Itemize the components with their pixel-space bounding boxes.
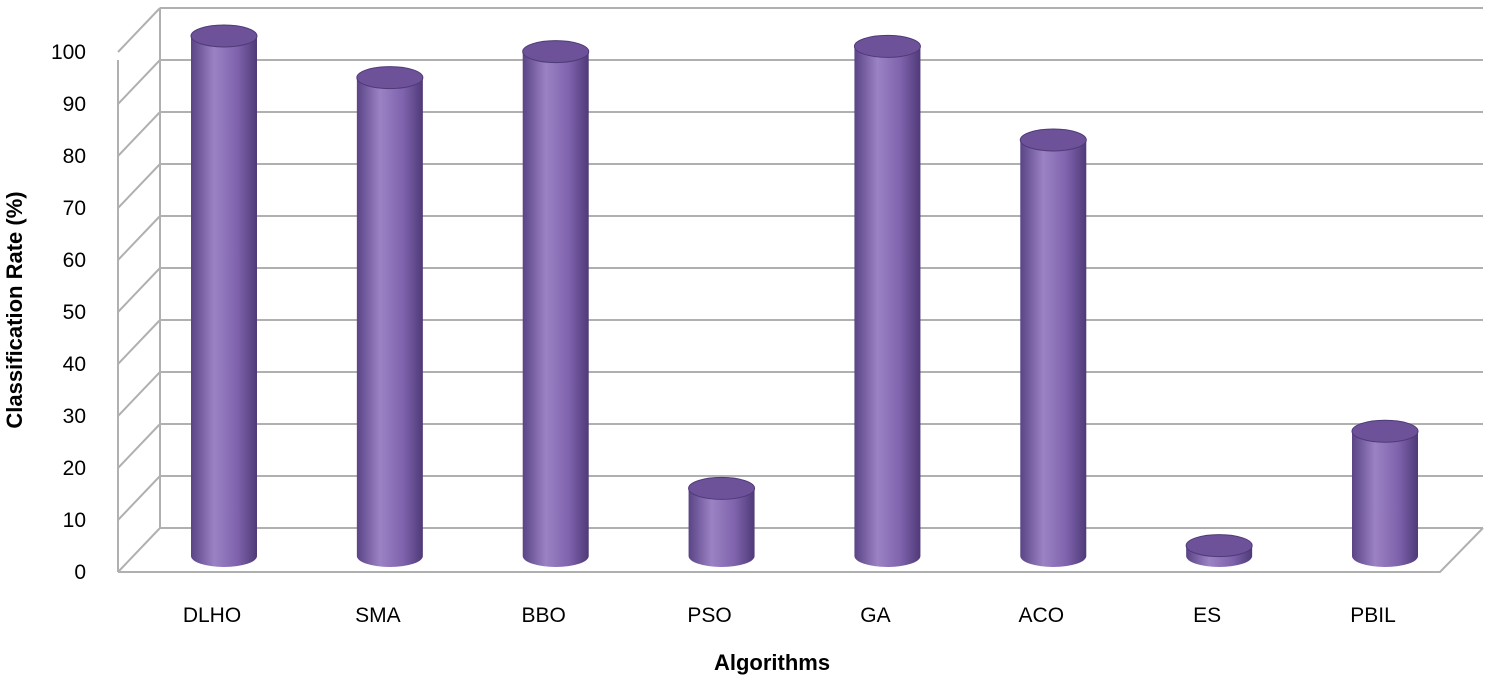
y-tick-label: 40	[63, 353, 86, 376]
x-tick-label: PBIL	[1350, 604, 1396, 627]
gridlines	[117, 7, 1484, 573]
bar-es	[1185, 534, 1253, 567]
floor-edge	[118, 527, 1484, 573]
x-tick-label: SMA	[355, 604, 401, 627]
y-tick-label: 0	[74, 561, 86, 584]
y-tick-label: 50	[63, 301, 86, 324]
gridline-depth	[117, 59, 161, 105]
x-tick-label: ES	[1193, 604, 1221, 627]
y-tick-label: 30	[63, 405, 86, 428]
bar-top	[1185, 534, 1253, 558]
gridline-depth	[117, 215, 161, 261]
bar-aco	[1019, 128, 1087, 567]
bars	[190, 24, 1419, 568]
bar-sma	[356, 66, 424, 567]
x-tick-label: PSO	[687, 604, 731, 627]
bar-top	[853, 34, 921, 58]
y-axis-ticks: 0 10 20 30 40 50 60 70 80 90 100	[51, 41, 86, 584]
x-tick-label: DLHO	[183, 604, 241, 627]
bar-body	[522, 51, 589, 568]
y-tick-label: 20	[63, 457, 86, 480]
bar-bbo	[522, 40, 590, 568]
bar-top	[190, 24, 258, 48]
bar-body	[688, 488, 755, 567]
bar-body	[854, 46, 921, 567]
y-tick-label: 80	[63, 145, 86, 168]
x-tick-label: BBO	[522, 604, 566, 627]
bar-top	[1351, 419, 1419, 443]
bar-pso	[688, 476, 756, 567]
bar-body	[1020, 140, 1087, 567]
gridline-depth	[117, 475, 161, 521]
bar-pbil	[1351, 419, 1419, 567]
bar-body	[356, 77, 423, 567]
y-axis-title: Classification Rate (%)	[2, 191, 27, 428]
gridline-depth	[117, 111, 161, 157]
y-tick-label: 10	[63, 509, 86, 532]
y-tick-label: 70	[63, 197, 86, 220]
gridline-depth	[117, 527, 161, 573]
gridline-depth	[117, 319, 161, 365]
x-tick-label: ACO	[1019, 604, 1065, 627]
y-tick-label: 60	[63, 249, 86, 272]
bar-dlho	[190, 24, 258, 567]
bar-top	[688, 476, 756, 500]
x-axis-categories: DLHO SMA BBO PSO GA ACO ES PBIL	[183, 604, 1396, 627]
gridline-depth	[117, 7, 161, 53]
bar-top	[1019, 128, 1087, 152]
gridline-depth	[117, 371, 161, 417]
bar-ga	[853, 34, 921, 567]
x-tick-label: GA	[860, 604, 890, 627]
bar-body	[191, 36, 257, 567]
bar-top	[356, 66, 424, 90]
gridline-depth	[117, 163, 161, 209]
y-tick-label: 90	[63, 93, 86, 116]
y-tick-label: 100	[51, 41, 86, 64]
x-axis-title: Algorithms	[714, 650, 830, 675]
gridline-depth	[117, 423, 161, 469]
bar-top	[522, 40, 590, 64]
bar-body	[1352, 431, 1418, 567]
gridline-depth	[117, 267, 161, 313]
